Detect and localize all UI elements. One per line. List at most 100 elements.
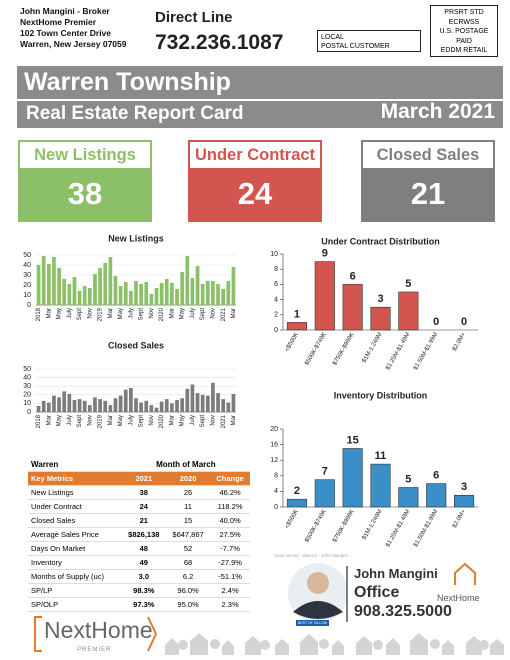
- bar: [46, 402, 51, 412]
- x-tick-label: Sept: [77, 415, 83, 428]
- table-cell: 2.4%: [210, 583, 250, 598]
- y-tick-label: 12: [270, 457, 278, 464]
- y-tick-label: 4: [274, 488, 278, 495]
- data-label: 5: [405, 473, 411, 485]
- data-label: 3: [461, 481, 467, 493]
- bar: [159, 283, 164, 305]
- bar: [164, 399, 169, 412]
- table-cell: Inventory: [28, 555, 122, 570]
- footer-logo-sub: PREMIER: [77, 647, 112, 653]
- table-cell: 6.2: [165, 569, 211, 584]
- table-cell: $647,867: [165, 527, 211, 542]
- bar: [36, 405, 41, 412]
- table-cell: 15: [165, 513, 211, 528]
- table-cell: 95.0%: [165, 597, 211, 612]
- x-tick-label: July: [190, 415, 196, 426]
- bar: [41, 400, 46, 412]
- table-cell: $826,138: [121, 527, 166, 542]
- x-tick-label: <$500K: [284, 509, 300, 530]
- y-tick-label: 6: [274, 281, 278, 288]
- logo-bracket: [34, 616, 42, 652]
- table-row: Days On Market 48 52 -7.7%: [28, 541, 250, 556]
- bar: [72, 399, 77, 412]
- bar: [185, 256, 190, 305]
- stat-label: Closed Sales: [363, 142, 493, 168]
- address-line: NextHome Premier: [20, 17, 97, 27]
- x-tick-label: 2019: [98, 414, 104, 428]
- y-tick-label: 30: [23, 383, 31, 390]
- bar: [103, 400, 108, 412]
- table-cell: New Listings: [28, 485, 122, 500]
- address-line: John Mangini - Broker: [20, 6, 110, 16]
- table-cell: 52: [165, 541, 211, 556]
- bar: [211, 281, 215, 305]
- agent-phone: 908.325.5000: [354, 603, 452, 620]
- data-label: 11: [375, 450, 387, 462]
- table-cell: 98.3%: [121, 583, 166, 598]
- stat-label: Under Contract: [190, 142, 320, 168]
- bar: [108, 257, 113, 305]
- data-label: 1: [294, 308, 300, 320]
- bar: [314, 479, 335, 508]
- bar: [93, 274, 97, 305]
- banner-subtitle: Real Estate Report Card: [26, 103, 244, 124]
- bar: [62, 391, 67, 412]
- footer-logo: NextHome: [44, 617, 153, 643]
- y-tick-label: 8: [274, 473, 278, 480]
- bar: [211, 382, 215, 412]
- bar: [41, 256, 46, 305]
- x-tick-label: Mar: [231, 415, 237, 425]
- table-cell: 97.3%: [121, 597, 166, 612]
- y-tick-label: 40: [23, 374, 31, 381]
- address: John Mangini - Broker NextHome Premier 1…: [20, 6, 126, 50]
- data-label: 6: [350, 270, 356, 282]
- table-cell: 27.5%: [210, 527, 250, 542]
- x-tick-label: May: [118, 308, 124, 319]
- bar: [286, 498, 307, 508]
- x-tick-label: Sept: [200, 308, 206, 321]
- y-tick-label: 2: [274, 312, 278, 319]
- bar: [57, 268, 61, 305]
- data-label: 15: [347, 434, 359, 446]
- x-tick-label: Mar: [231, 308, 237, 318]
- bar: [398, 291, 419, 331]
- bar: [154, 407, 159, 412]
- bar: [134, 398, 138, 412]
- x-tick-label: July: [67, 415, 73, 426]
- bar: [454, 494, 475, 508]
- x-tick-label: 2018: [36, 414, 42, 428]
- x-tick-label: $500K-$749K: [304, 509, 328, 544]
- x-tick-label: $750K-$999K: [332, 332, 356, 367]
- bar: [175, 289, 179, 305]
- bar: [342, 448, 363, 508]
- table-cell: 3.0: [121, 569, 166, 584]
- banner-date: March 2021: [380, 100, 495, 123]
- header-cell: Change: [210, 471, 250, 486]
- table-cell: 46.2%: [210, 485, 250, 500]
- x-tick-label: 2020: [159, 414, 165, 428]
- table-cell: 40.0%: [210, 513, 250, 528]
- x-tick-label: July: [128, 415, 134, 426]
- bar: [216, 284, 220, 305]
- table-cell: Under Contract: [28, 499, 122, 514]
- bar: [108, 405, 113, 412]
- stat-card: Closed Sales 21: [361, 140, 495, 222]
- x-tick-label: Sept: [139, 308, 145, 321]
- x-tick-label: May: [57, 415, 63, 426]
- bar: [139, 284, 143, 305]
- bar: [149, 405, 154, 412]
- table-title: Warren: [28, 458, 122, 472]
- x-tick-label: $1.50M-$1.99M: [413, 509, 439, 548]
- x-tick-label: Nov: [211, 308, 217, 319]
- table-cell: 26: [165, 485, 211, 500]
- chart-title: Inventory Distribution: [334, 390, 428, 400]
- stat-value: 24: [190, 168, 320, 220]
- data-label: 3: [377, 293, 383, 305]
- header-cell: 2020: [165, 471, 211, 486]
- bar: [226, 402, 231, 412]
- address-line: Warren, New Jersey 07059: [20, 39, 127, 49]
- agent-logo-icon: [454, 562, 476, 585]
- y-tick-label: 4: [274, 296, 278, 303]
- x-tick-label: 2018: [36, 307, 42, 321]
